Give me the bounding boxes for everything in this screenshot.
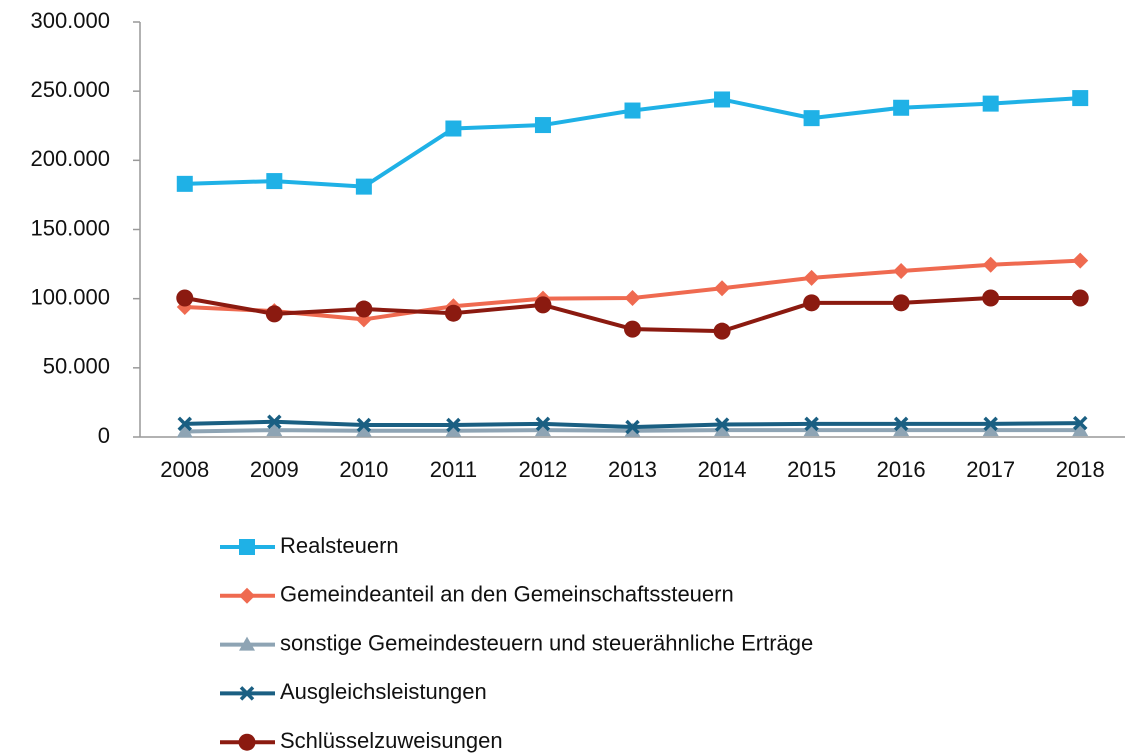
data-point (893, 422, 910, 437)
data-point (355, 422, 372, 437)
y-tick-label: 0 (98, 423, 110, 448)
data-point (535, 416, 551, 432)
data-point (356, 417, 372, 433)
data-point (534, 422, 551, 437)
data-point (1071, 289, 1089, 307)
data-point (803, 269, 820, 286)
y-tick-label: 300.000 (30, 8, 110, 33)
data-point (983, 416, 998, 432)
y-tick-label: 250.000 (30, 77, 110, 102)
data-point (893, 99, 910, 116)
x-tick-label: 2014 (698, 457, 747, 482)
data-point (624, 320, 641, 338)
legend-marker (239, 686, 255, 701)
x-tick-label: 2012 (518, 457, 567, 482)
data-point (444, 304, 462, 322)
y-tick-label: 100.000 (30, 284, 110, 309)
data-point (177, 416, 193, 432)
data-point (982, 422, 999, 437)
x-tick-label: 2010 (339, 457, 388, 482)
x-tick-label: 2011 (430, 457, 477, 482)
y-tick-label: 150.000 (30, 215, 110, 240)
data-point (624, 102, 641, 119)
data-point (176, 175, 193, 192)
data-point (803, 294, 821, 312)
data-point (355, 178, 372, 195)
y-tick-label: 200.000 (30, 146, 110, 171)
data-point (893, 263, 910, 279)
data-point (265, 305, 283, 323)
legend-label: Realsteuern (280, 533, 399, 558)
data-point (982, 95, 999, 112)
data-point (1072, 415, 1088, 431)
data-point (714, 91, 731, 108)
x-tick-label: 2009 (250, 457, 299, 482)
data-point (176, 423, 193, 438)
x-tick-label: 2018 (1056, 457, 1105, 482)
legend-marker (239, 587, 255, 604)
data-point (804, 416, 819, 432)
data-point (445, 422, 462, 437)
legend-marker (239, 636, 255, 651)
legend-label: Ausgleichsleistungen (280, 679, 487, 704)
legend-marker (239, 539, 255, 555)
data-point (266, 422, 283, 437)
data-point (355, 300, 373, 318)
data-point (892, 294, 910, 312)
legend-label: Schlüsselzuweisungen (280, 728, 503, 753)
data-point (445, 120, 462, 137)
data-point (1072, 422, 1089, 437)
data-point (266, 173, 283, 190)
data-point (267, 414, 282, 430)
data-point (893, 416, 909, 432)
x-tick-label: 2013 (608, 457, 657, 482)
legend-label: Gemeindeanteil an den Gemeinschaftssteue… (280, 582, 734, 607)
x-tick-label: 2015 (787, 457, 836, 482)
x-tick-label: 2017 (966, 457, 1015, 482)
legend-marker (238, 733, 256, 751)
x-tick-label: 2016 (877, 457, 926, 482)
data-point (534, 296, 552, 314)
data-point (176, 289, 194, 307)
legend-label: sonstige Gemeindesteuern und steuerähnli… (280, 630, 813, 655)
data-point (982, 256, 999, 273)
data-point (803, 110, 820, 127)
data-point (714, 417, 730, 432)
data-point (625, 419, 640, 435)
data-point (803, 422, 820, 437)
data-point (1072, 252, 1089, 269)
data-point (714, 280, 731, 297)
data-point (1072, 90, 1089, 107)
data-point (624, 289, 641, 306)
data-point (534, 117, 551, 134)
y-tick-label: 50.000 (43, 354, 110, 379)
data-point (982, 289, 1000, 307)
data-point (714, 422, 731, 437)
data-point (446, 417, 461, 433)
x-tick-label: 2008 (160, 457, 209, 482)
data-point (713, 322, 731, 340)
